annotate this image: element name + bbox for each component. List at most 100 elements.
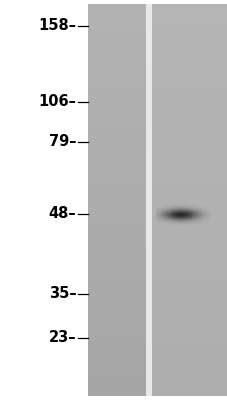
Bar (197, 217, 199, 218)
Bar (87, 322, 145, 326)
Bar (164, 204, 166, 205)
Bar (158, 211, 160, 212)
Bar (170, 204, 171, 205)
Bar (202, 203, 204, 204)
Bar (172, 203, 173, 204)
Bar (87, 312, 145, 315)
Bar (203, 206, 205, 207)
Bar (194, 227, 196, 228)
Bar (194, 219, 196, 220)
Bar (185, 203, 187, 204)
Bar (157, 217, 159, 218)
Bar (160, 218, 162, 219)
Bar (195, 215, 197, 216)
Bar (193, 225, 195, 226)
Bar (87, 273, 145, 276)
Bar (183, 204, 185, 205)
Bar (190, 204, 191, 205)
Bar (199, 217, 200, 218)
Bar (188, 212, 190, 213)
Bar (161, 210, 162, 211)
Bar (193, 210, 195, 211)
Bar (173, 212, 174, 213)
Bar (188, 203, 190, 204)
Bar (198, 203, 200, 204)
Bar (186, 217, 188, 218)
Bar (176, 210, 178, 211)
Bar (200, 222, 201, 223)
Bar (168, 219, 170, 220)
Bar (208, 219, 210, 220)
Bar (177, 215, 179, 216)
Bar (204, 215, 206, 216)
Bar (195, 220, 197, 221)
Bar (196, 221, 198, 222)
Bar (174, 223, 176, 224)
Bar (176, 207, 178, 208)
Bar (180, 203, 181, 204)
Bar (182, 208, 183, 209)
Bar (194, 202, 196, 203)
Bar (183, 203, 185, 204)
Bar (155, 207, 157, 208)
Bar (173, 212, 174, 213)
Bar (192, 213, 194, 214)
Bar (152, 388, 227, 391)
Bar (184, 205, 186, 206)
Bar (193, 215, 195, 216)
Bar (184, 215, 186, 216)
Bar (207, 221, 209, 222)
Bar (171, 211, 172, 212)
Bar (174, 226, 176, 227)
Bar (174, 221, 176, 222)
Bar (198, 218, 200, 219)
Bar (179, 207, 180, 208)
Bar (158, 214, 160, 215)
Bar (181, 226, 182, 227)
Bar (206, 206, 208, 207)
Bar (176, 204, 178, 205)
Bar (184, 220, 186, 221)
Bar (152, 333, 227, 336)
Bar (204, 224, 206, 225)
Bar (181, 211, 182, 212)
Bar (195, 212, 197, 213)
Bar (160, 221, 162, 222)
Bar (194, 221, 196, 222)
Bar (163, 226, 164, 227)
Bar (174, 212, 176, 213)
Bar (156, 208, 158, 209)
Bar (175, 222, 177, 223)
Bar (200, 213, 201, 214)
Bar (199, 209, 200, 210)
Bar (206, 209, 208, 210)
Bar (171, 226, 172, 227)
Bar (183, 202, 185, 203)
Bar (176, 222, 178, 223)
Bar (152, 179, 227, 182)
Bar (171, 215, 172, 216)
Bar (164, 204, 166, 205)
Bar (170, 202, 171, 203)
Bar (87, 330, 145, 333)
Bar (184, 219, 186, 220)
Bar (200, 227, 201, 228)
Bar (205, 206, 207, 207)
Bar (183, 211, 185, 212)
Bar (176, 214, 178, 215)
Bar (189, 203, 190, 204)
Bar (157, 208, 159, 209)
Bar (168, 210, 170, 211)
Bar (164, 214, 166, 215)
Bar (159, 203, 161, 204)
Bar (178, 218, 180, 219)
Bar (209, 206, 210, 207)
Bar (192, 207, 194, 208)
Bar (177, 208, 179, 209)
Bar (159, 213, 161, 214)
Bar (201, 220, 202, 221)
Bar (190, 215, 191, 216)
Bar (166, 212, 168, 213)
Bar (152, 320, 227, 323)
Bar (169, 202, 170, 203)
